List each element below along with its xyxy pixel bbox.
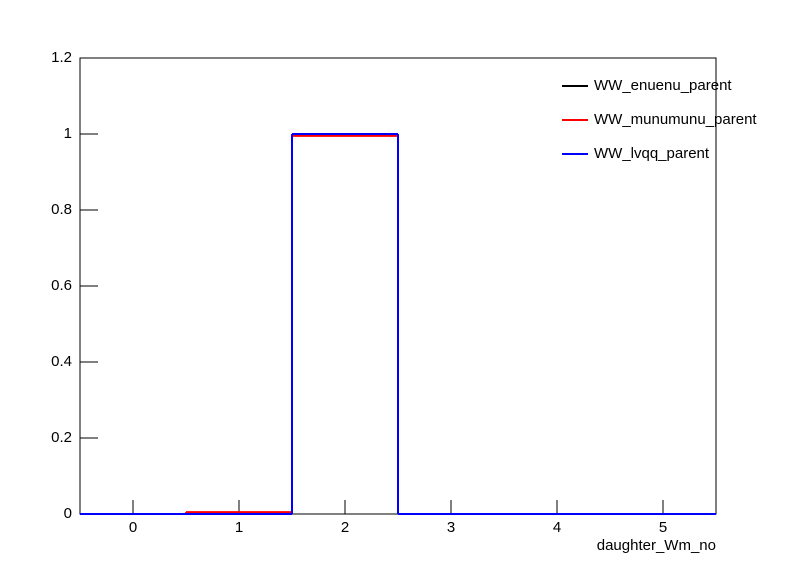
y-tick-label: 1.2 (51, 49, 72, 66)
x-tick-label: 0 (129, 519, 137, 536)
legend-label: WW_lvqq_parent (594, 145, 710, 162)
y-tick-label: 0 (64, 505, 72, 522)
legend-label: WW_enuenu_parent (594, 77, 732, 94)
legend-label: WW_munumunu_parent (594, 111, 757, 128)
y-tick-label: 0.2 (51, 429, 72, 446)
y-tick-label: 0.8 (51, 201, 72, 218)
y-tick-label: 0.6 (51, 277, 72, 294)
y-tick-label: 0.4 (51, 353, 72, 370)
x-axis-title: daughter_Wm_no (597, 537, 716, 554)
x-tick-label: 4 (553, 519, 561, 536)
x-tick-label: 3 (447, 519, 455, 536)
x-tick-label: 2 (341, 519, 349, 536)
y-tick-label: 1 (64, 125, 72, 142)
x-tick-label: 1 (235, 519, 243, 536)
x-tick-label: 5 (659, 519, 667, 536)
